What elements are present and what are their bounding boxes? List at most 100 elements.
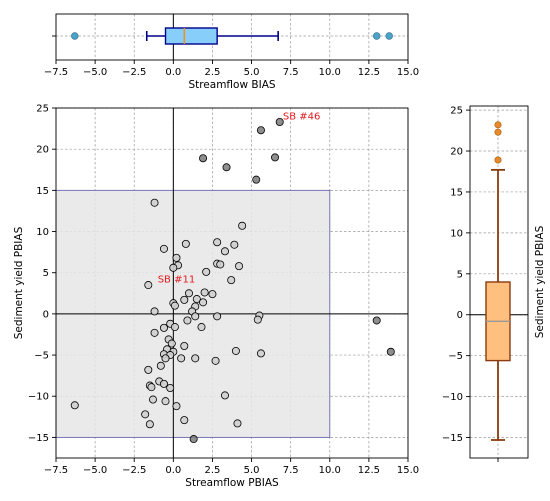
main-xtick-label-6: 7.5 [283, 465, 299, 476]
top-axes-frame [55, 13, 409, 61]
right-ytick-label-0: −15 [442, 433, 463, 444]
main-point-12 [216, 260, 225, 269]
main-xtick-label-4: 2.5 [204, 465, 220, 476]
main-point-14 [235, 262, 244, 271]
main-point-37 [150, 328, 159, 337]
main-ytick-label-2: −5 [34, 351, 49, 362]
main-point-48 [211, 356, 220, 365]
main-annotation-0: SB #46 [283, 112, 321, 123]
main-ytick-label-0: −15 [28, 433, 49, 444]
top-xtick-label-9: 15.0 [397, 67, 419, 78]
main-xtick-label-2: −2.5 [122, 465, 146, 476]
main-ytick-label-8: 25 [36, 104, 49, 115]
main-point-64 [180, 416, 189, 425]
main-point-31 [197, 323, 206, 332]
main-ytick-label-5: 10 [36, 227, 49, 238]
main-xtick-label-7: 10.0 [319, 465, 341, 476]
top-outlier-2 [385, 32, 393, 40]
main-xtick-label-9: 15.0 [397, 465, 419, 476]
right-outlier-2 [494, 121, 502, 129]
main-point-40 [180, 341, 189, 350]
right-ytick-label-8: 25 [450, 106, 463, 117]
main-point-29 [213, 312, 222, 321]
right-ylabel: Sediment yield PBIAS [534, 225, 546, 338]
main-point-52 [256, 349, 265, 358]
main-point-39 [167, 339, 176, 348]
main-point-73 [372, 316, 381, 325]
right-outlier-1 [494, 128, 502, 136]
main-point-62 [141, 410, 150, 419]
main-point-0 [70, 401, 79, 410]
top-outlier-1 [373, 32, 381, 40]
main-xtick-label-3: 0.0 [165, 465, 181, 476]
main-point-68 [222, 163, 231, 172]
top-xtick-label-8: 12.5 [358, 67, 380, 78]
main-point-47 [191, 354, 200, 363]
pbias-scatter-panel: SB #46 SB #11 −7.5 −5.0 −2.5 0.0 2.5 5.0 7.5 10.0… [13, 104, 419, 490]
main-point-20 [180, 295, 189, 304]
streamflow-bias-boxplot-panel: −7.5 −5.0 −2.5 0.0 2.5 5.0 7.5 10.0 12.5 15.0 Stre… [44, 13, 419, 91]
main-point-16 [144, 281, 153, 290]
main-point-60 [172, 402, 181, 411]
top-xlabel: Streamflow BIAS [188, 79, 275, 91]
main-point-66 [189, 435, 198, 444]
main-point-6 [181, 239, 190, 248]
main-point-51 [231, 346, 240, 355]
main-point-21 [192, 295, 201, 304]
top-xtick-label-3: 0.0 [165, 67, 181, 78]
main-point-72 [275, 118, 284, 127]
main-point-18 [200, 288, 209, 297]
top-xtick-label-2: −2.5 [122, 67, 146, 78]
main-point-2 [159, 244, 168, 253]
main-point-71 [271, 153, 280, 162]
main-ytick-label-6: 15 [36, 186, 49, 197]
main-point-15 [227, 276, 236, 285]
main-point-35 [170, 323, 179, 332]
top-xtick-label-5: 5.0 [244, 67, 260, 78]
top-xtick-label-1: −5.0 [83, 67, 107, 78]
main-xtick-label-8: 12.5 [358, 465, 380, 476]
top-xtick-label-7: 10.0 [319, 67, 341, 78]
main-point-7 [213, 238, 222, 247]
sediment-pbias-boxplot-panel: −15 −10 −5 0 5 10 15 20 25 Sediment yield PBIAS [442, 105, 546, 462]
main-xtick-label-0: −7.5 [44, 465, 68, 476]
right-ytick-label-7: 20 [450, 147, 463, 158]
main-point-46 [177, 354, 186, 363]
main-ytick-label-4: 5 [43, 268, 49, 279]
top-box [164, 27, 218, 45]
main-point-28 [191, 312, 200, 321]
main-point-17 [184, 289, 193, 298]
top-outlier-0 [71, 32, 79, 40]
main-ytick-label-7: 20 [36, 145, 49, 156]
main-point-70 [256, 126, 265, 135]
main-point-50 [144, 365, 153, 374]
main-point-27 [150, 307, 159, 316]
main-ytick-label-1: −10 [28, 392, 49, 403]
main-point-22 [199, 298, 208, 307]
top-xtick-label-4: 2.5 [204, 67, 220, 78]
main-point-57 [166, 383, 175, 392]
main-point-36 [159, 323, 168, 332]
main-point-69 [252, 175, 261, 184]
main-point-3 [172, 253, 181, 262]
main-point-33 [253, 315, 262, 324]
right-outlier-0 [494, 156, 502, 164]
main-point-49 [156, 361, 165, 370]
main-point-10 [238, 221, 247, 230]
main-ylabel: Sediment yield PBIAS [13, 226, 25, 339]
main-point-74 [386, 347, 395, 356]
top-xtick-label-0: −7.5 [44, 67, 68, 78]
main-point-1 [150, 198, 159, 207]
main-point-8 [220, 247, 229, 256]
main-ytick-label-3: 0 [43, 309, 49, 320]
right-ytick-label-4: 5 [457, 269, 463, 280]
main-point-59 [161, 397, 170, 406]
main-point-5 [169, 263, 178, 272]
right-axes-frame [469, 105, 529, 459]
main-point-63 [145, 420, 154, 429]
main-point-61 [220, 391, 229, 400]
main-point-56 [159, 379, 168, 388]
main-xtick-label-5: 5.0 [244, 465, 260, 476]
main-point-30 [183, 316, 192, 325]
